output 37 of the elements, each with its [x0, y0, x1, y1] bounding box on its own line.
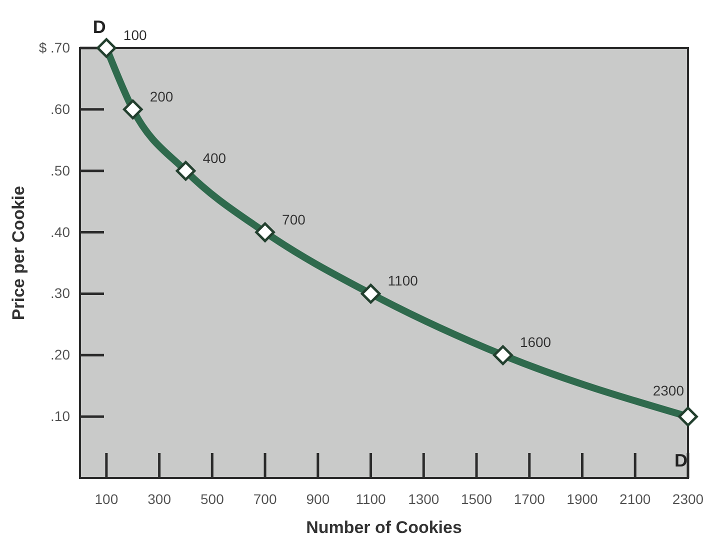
x-tick-label: 1500	[460, 490, 492, 507]
annotation: 1600	[520, 334, 552, 350]
y-tick-label: .50	[50, 162, 70, 178]
x-axis-title: Number of Cookies	[306, 518, 462, 537]
y-tick-label: .30	[50, 285, 70, 302]
x-tick-label: 2300	[672, 490, 704, 507]
y-tick-label: .20	[50, 346, 70, 363]
annotation: 400	[202, 150, 226, 166]
point	[493, 345, 513, 366]
x-tick-label: 900	[306, 490, 330, 507]
text: D	[674, 450, 688, 471]
point	[176, 160, 196, 181]
y-tick-label: $ .70	[38, 39, 70, 56]
x-tick-label: 500	[200, 490, 224, 507]
annotation: 700	[282, 211, 306, 228]
x-tick-label: 100	[94, 490, 118, 507]
point	[360, 284, 381, 304]
point	[255, 222, 275, 242]
point	[678, 406, 698, 426]
series-label: D	[92, 17, 106, 37]
annotation: 200	[150, 88, 174, 104]
x-tick-label: 1700	[514, 490, 546, 507]
y-tick-label: .60	[50, 100, 70, 117]
y-tick-label: .40	[50, 224, 70, 240]
annotation: 1100	[388, 272, 418, 289]
x-tick-label: 300	[148, 490, 172, 507]
x-tick-label: 700	[253, 490, 277, 507]
annotation: 2300	[652, 382, 684, 399]
point	[96, 38, 116, 58]
x-tick-label: 1100	[356, 490, 386, 507]
x-tick-label: 1900	[566, 490, 598, 507]
y-axis-title: Price per Cookie	[9, 186, 28, 320]
point	[122, 100, 143, 120]
x-tick-label: 1300	[408, 490, 440, 507]
annotation: 100	[123, 27, 148, 43]
x-tick-label: 2100	[620, 490, 651, 507]
y-tick-label: .10	[50, 408, 70, 424]
